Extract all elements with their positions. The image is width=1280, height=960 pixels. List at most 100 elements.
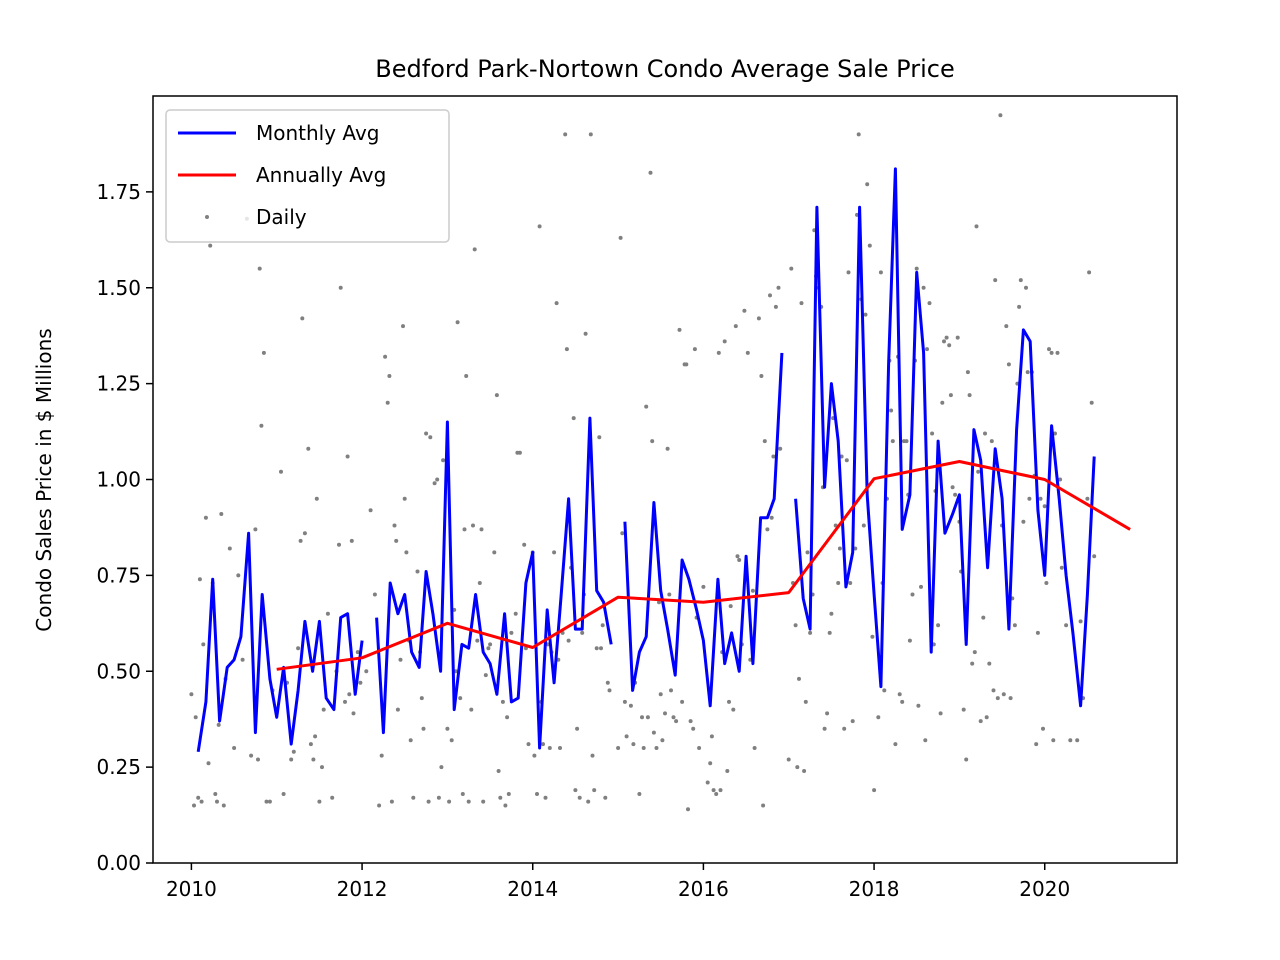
daily-point bbox=[1044, 581, 1049, 585]
daily-point bbox=[795, 765, 800, 770]
daily-point bbox=[622, 699, 627, 704]
daily-point bbox=[793, 623, 798, 628]
daily-point bbox=[964, 757, 969, 762]
daily-point bbox=[503, 803, 508, 808]
daily-point bbox=[279, 469, 283, 474]
daily-point bbox=[264, 799, 269, 804]
daily-point bbox=[261, 350, 266, 355]
daily-point bbox=[455, 320, 460, 325]
daily-point bbox=[383, 354, 388, 359]
x-tick-label: 2016 bbox=[678, 877, 729, 901]
daily-point bbox=[206, 761, 211, 766]
daily-point bbox=[731, 707, 736, 712]
daily-point bbox=[566, 638, 571, 643]
daily-point bbox=[597, 435, 602, 440]
daily-point bbox=[522, 542, 527, 547]
daily-point bbox=[464, 374, 469, 378]
daily-point bbox=[978, 719, 983, 724]
daily-point bbox=[756, 316, 761, 321]
y-tick-label: 1.50 bbox=[96, 276, 141, 300]
y-tick-label: 0.25 bbox=[96, 755, 141, 779]
daily-point bbox=[541, 742, 545, 747]
daily-point bbox=[805, 550, 810, 555]
daily-point bbox=[571, 416, 576, 421]
daily-point bbox=[907, 638, 912, 643]
daily-point bbox=[1006, 362, 1011, 367]
daily-point bbox=[498, 795, 503, 800]
daily-point bbox=[453, 669, 458, 674]
daily-point bbox=[848, 581, 853, 585]
daily-point bbox=[648, 170, 653, 175]
daily-point bbox=[387, 374, 392, 378]
daily-point bbox=[651, 730, 656, 735]
daily-point bbox=[215, 799, 219, 804]
daily-point bbox=[904, 439, 909, 444]
daily-point bbox=[882, 688, 887, 693]
daily-point bbox=[199, 799, 204, 804]
daily-point bbox=[837, 546, 842, 551]
daily-point bbox=[554, 301, 559, 306]
legend: Monthly Avg Annually Avg Daily bbox=[165, 109, 450, 243]
y-tick-label: 1.75 bbox=[96, 180, 141, 204]
daily-point bbox=[590, 753, 595, 758]
daily-point bbox=[349, 538, 354, 543]
daily-point bbox=[496, 769, 501, 773]
daily-point bbox=[773, 304, 778, 309]
daily-point bbox=[865, 182, 870, 187]
daily-point bbox=[320, 765, 324, 770]
y-tick-label: 1.25 bbox=[96, 372, 141, 396]
daily-point bbox=[325, 611, 330, 616]
daily-point bbox=[686, 807, 690, 812]
annual-avg-line bbox=[276, 460, 1131, 671]
daily-point bbox=[1075, 738, 1080, 743]
daily-point bbox=[765, 527, 770, 532]
daily-point bbox=[768, 293, 772, 298]
daily-point bbox=[1018, 278, 1023, 283]
daily-point bbox=[803, 699, 808, 704]
daily-point bbox=[989, 439, 994, 444]
daily-point bbox=[691, 726, 696, 731]
daily-point bbox=[389, 799, 394, 804]
daily-point bbox=[308, 742, 313, 747]
daily-point bbox=[208, 243, 213, 248]
daily-point bbox=[302, 531, 307, 536]
daily-point bbox=[950, 485, 955, 490]
daily-point bbox=[947, 343, 952, 348]
daily-point bbox=[311, 757, 316, 762]
daily-point bbox=[846, 270, 851, 275]
daily-point bbox=[942, 339, 946, 344]
daily-point bbox=[709, 734, 714, 739]
daily-point bbox=[351, 711, 356, 716]
daily-point bbox=[897, 692, 902, 697]
daily-point bbox=[624, 734, 629, 739]
daily-point bbox=[916, 703, 921, 708]
daily-point bbox=[936, 623, 941, 628]
daily-point bbox=[372, 592, 377, 597]
daily-point bbox=[600, 623, 605, 628]
daily-point bbox=[232, 746, 237, 750]
daily-point bbox=[878, 270, 883, 275]
daily-point bbox=[1085, 496, 1090, 501]
daily-point bbox=[1041, 726, 1045, 731]
daily-point bbox=[1058, 477, 1063, 482]
daily-point bbox=[789, 266, 794, 271]
daily-point bbox=[1035, 630, 1040, 635]
daily-point bbox=[580, 630, 585, 635]
daily-point bbox=[965, 370, 970, 375]
daily-point bbox=[1034, 742, 1039, 747]
daily-point bbox=[663, 711, 667, 716]
daily-point bbox=[447, 799, 452, 804]
daily-point bbox=[404, 550, 409, 555]
y-axis-label: Condo Sales Price in $ Millions bbox=[32, 328, 56, 631]
daily-point bbox=[769, 515, 774, 520]
daily-point bbox=[737, 558, 742, 562]
daily-point bbox=[259, 423, 264, 428]
daily-point bbox=[1038, 496, 1043, 501]
daily-point bbox=[900, 699, 905, 704]
daily-point bbox=[778, 446, 783, 451]
daily-point bbox=[844, 458, 849, 463]
daily-point bbox=[532, 753, 537, 758]
daily-point bbox=[377, 803, 382, 808]
monthly-avg-line bbox=[375, 416, 613, 750]
daily-point bbox=[923, 738, 928, 743]
